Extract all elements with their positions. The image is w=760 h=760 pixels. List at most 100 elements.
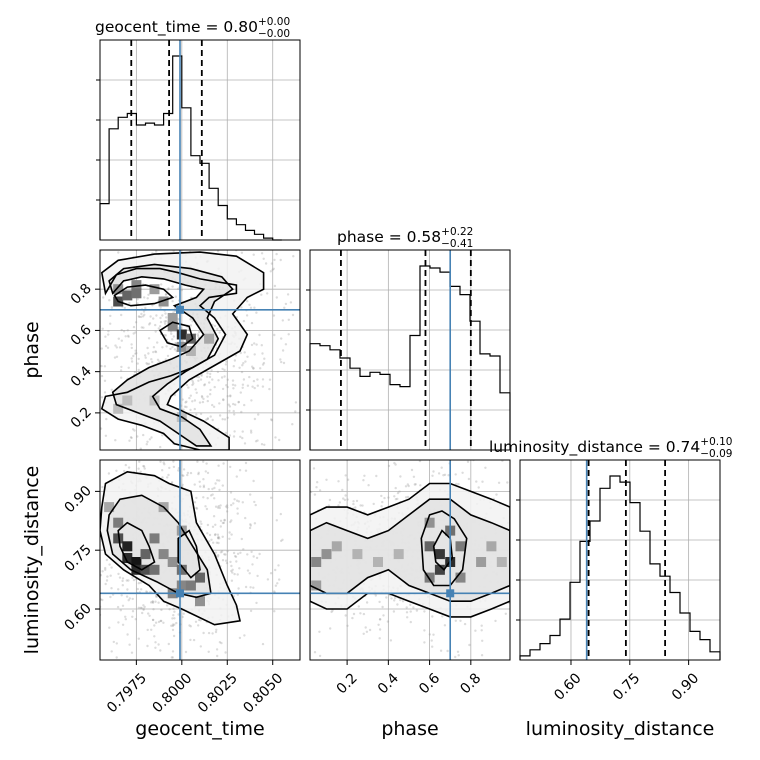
sample-point [244,516,247,520]
sample-point [138,460,141,463]
sample-point [404,496,408,499]
sample-point [506,481,509,484]
sample-point [221,535,224,538]
sample-point [105,558,109,562]
sample-point [168,466,171,470]
sample-point [514,533,516,535]
sample-point [261,642,265,646]
sample-point [162,450,164,452]
sample-point [172,311,175,314]
sample-point [94,516,96,518]
sample-point [218,331,221,334]
density-cell [331,541,342,552]
sample-point [92,326,94,328]
sample-point [343,498,347,502]
sample-point [396,603,399,606]
sample-point [389,639,393,642]
sample-point [292,255,295,258]
sample-point [190,287,193,290]
sample-point [175,621,178,625]
sample-point [401,600,405,603]
sample-point [96,527,98,529]
sample-point [463,622,467,626]
sample-point [171,346,174,349]
sample-point [232,409,235,413]
sample-point [152,317,155,320]
sample-point [291,313,295,317]
sample-point [130,343,133,346]
sample-point [84,575,86,577]
sample-point [110,650,113,653]
panel-background [100,40,300,240]
sample-point [189,324,193,327]
title-main: geocent_time = 0.80 [95,18,258,37]
sample-point [126,633,129,636]
sample-point [199,378,203,381]
y-tick-label-phase: 0.4 [68,363,95,390]
pair-panel-geocent_time-luminosity_distance [83,453,301,661]
panel-background [520,460,720,660]
sample-point [437,472,441,475]
sample-point [90,240,92,242]
sample-point [199,520,202,523]
sample-point [83,457,85,459]
sample-point [197,472,200,476]
sample-point [197,618,201,622]
sample-point [262,257,265,260]
sample-point [250,321,254,325]
density-cell [131,557,142,567]
x-tick-label-geocent_time: 0.8000 [149,670,195,716]
sample-point [132,354,135,358]
sample-point [170,453,172,455]
sample-point [243,351,246,354]
sample-point [375,474,378,478]
sample-point [406,495,410,499]
sample-point [352,612,356,616]
sample-point [418,460,422,463]
sample-point [103,379,107,382]
sample-point [208,533,212,537]
sample-point [161,476,164,479]
sample-point [128,439,131,442]
sample-point [225,360,228,363]
sample-point [396,491,400,495]
sample-point [423,641,426,644]
sample-point [221,484,224,487]
sample-point [354,506,357,509]
sample-point [378,637,381,640]
sample-point [200,395,204,398]
sample-point [284,343,288,346]
sample-point [167,287,170,290]
sample-point [313,651,317,654]
sample-point [181,398,184,401]
sample-point [109,322,112,325]
sample-point [84,582,86,584]
sample-point [107,472,111,475]
sample-point [214,551,218,554]
sample-point [146,440,149,443]
sample-point [258,552,261,556]
sample-point [108,299,111,302]
sample-point [115,642,119,645]
sample-point [283,306,286,309]
sample-point [394,486,397,490]
sample-point [230,579,234,582]
x-tick-label-phase: 0.2 [334,670,361,697]
sample-point [114,344,117,347]
sample-point [208,381,211,384]
sample-point [139,470,142,473]
sample-point [250,343,254,347]
pair-panel-geocent_time-phase [90,240,301,452]
sample-point [224,505,228,508]
sample-point [221,387,225,391]
sample-point [92,581,94,583]
sample-point [120,594,123,597]
sample-point [137,606,140,609]
sample-point [134,352,137,355]
sample-point [249,429,253,432]
sample-point [202,397,205,401]
sample-point [140,315,143,319]
sample-point [216,250,220,253]
sample-point [272,314,276,317]
sample-point [251,365,254,368]
